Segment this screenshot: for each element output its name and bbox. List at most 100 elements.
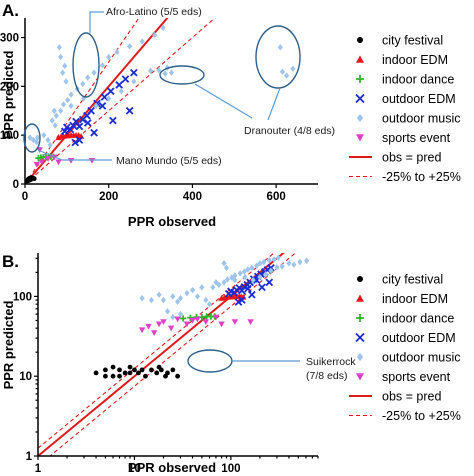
panel-b-outdoor-music-point (156, 291, 162, 298)
legend-item-indoor-dance: indoor dance (356, 73, 454, 87)
panel-a-outdoor-music-point (51, 107, 57, 114)
panel-b-city-festival-point (149, 367, 154, 373)
dranouter-ellipse-left (159, 65, 205, 85)
panel-b-sports-event-point (183, 321, 191, 328)
legend-item-indoor-dance: indoor dance (356, 312, 454, 326)
panel-b-y-label: PPR predicted (1, 301, 16, 390)
panel-b-city-festival-point (143, 373, 148, 379)
panel-b-city-festival-point (93, 370, 99, 376)
panel-b: B. 1 10 100 1 10 100 PPR observed PPR predict… (1, 252, 356, 475)
dranouter-arrow-left (194, 83, 253, 119)
panel-a-y-label: PPR predicted (1, 51, 16, 140)
panel-a-outdoor-edm-point (100, 93, 109, 101)
panel-b-city-festival-point (122, 370, 128, 376)
panel-a-outdoor-music-point (160, 24, 166, 31)
panel-b-outdoor-music-point (297, 258, 303, 266)
suikerrock-annotation-eds: (7/8 eds) (306, 370, 347, 382)
panel-a-outdoor-music-point (65, 96, 71, 104)
y-tick-label: 10 (19, 371, 32, 383)
panel-b-sports-event-point (194, 316, 201, 323)
panel-b-outdoor-music-point (203, 296, 209, 304)
panel-a-outdoor-music-point (127, 43, 133, 50)
panel-b-sports-event-point (155, 321, 163, 328)
panel-a-outdoor-music-point (60, 69, 66, 76)
panel-a-outdoor-music-point (91, 69, 97, 76)
legend-label: city festival (382, 34, 443, 48)
panel-b-outdoor-music-point (223, 264, 230, 272)
legend-label: outdoor music (382, 112, 461, 126)
panel-b-city-festival-point (175, 373, 180, 379)
panel-a-outdoor-edm-point (71, 138, 80, 147)
panel-a-outdoor-music-point (168, 69, 175, 76)
diamond-icon (356, 353, 364, 361)
panel-a-outdoor-music-point (60, 101, 67, 108)
panel-b-reference-lines (38, 253, 297, 456)
panel-b-city-festival-point (110, 373, 116, 379)
suikerrock-ellipse (187, 349, 233, 373)
y-tick-label: 300 (0, 33, 19, 45)
panel-a-outdoor-edm-point (87, 106, 95, 115)
panel-a-outdoor-edm-point (121, 75, 130, 83)
legend-label: -25% to +25% (382, 409, 461, 423)
panel-b-outdoor-music-point (232, 272, 238, 279)
circle-icon (357, 276, 363, 282)
afro-latino-annotation: Afro-Latino (5/5 eds) (106, 6, 202, 18)
mano-mundo-annotation: Mano Mundo (5/5 eds) (116, 155, 222, 167)
panel-b-city-festival-point (170, 367, 176, 373)
panel-a-outdoor-music-point (80, 80, 86, 88)
dranouter-arrow-right (267, 87, 281, 121)
legend-item-outdoor-music: outdoor music (356, 112, 461, 126)
dranouter-annotation: Dranouter (4/8 eds) (244, 125, 335, 137)
legend-item-city-festival: city festival (357, 273, 443, 287)
panel-b-outdoor-edm-point (244, 284, 252, 293)
panel-b-outdoor-music-point (245, 266, 251, 273)
panel-b-outdoor-music-point (275, 254, 281, 261)
panel-a-outdoor-music-point (49, 117, 55, 124)
panel-b-sports-event-point (189, 317, 196, 324)
panel-b-outdoor-edm-point (238, 286, 246, 295)
panel-b-city-festival-point (139, 367, 145, 373)
legend-item-outdoor-music: outdoor music (356, 351, 461, 365)
legend-item-indoor-edm: indoor EDM (356, 292, 448, 306)
diamond-icon (356, 114, 364, 122)
panel-b-city-festival-point (156, 364, 162, 370)
panel-a-outdoor-music-point (58, 107, 64, 114)
panel-a-outdoor-music-point (41, 131, 47, 139)
panel-b-outdoor-music-point (216, 281, 222, 288)
panel-b-outdoor-edm-point (258, 283, 266, 292)
triangle-up-icon (356, 55, 364, 63)
panel-a-outdoor-music-point (156, 67, 162, 74)
panel-a-outdoor-edm-point (106, 87, 115, 96)
legend-item-band: -25% to +25% (349, 409, 461, 423)
panel-b-city-festival-point (103, 373, 108, 379)
panel-b-outdoor-music-point (242, 273, 248, 281)
panel-a-outdoor-edm-point (75, 136, 84, 144)
y-tick-label: 100 (13, 291, 32, 303)
suikerrock-annotation: Suikerrock (306, 356, 356, 368)
panel-b-indoor-dance-point (179, 315, 187, 322)
panel-a-outdoor-music-point (118, 88, 124, 95)
panel-a: A. 0 200 400 600 0 100 200 300 PPR observed PPR… (0, 1, 335, 229)
panel-b-city-festival-point (127, 370, 133, 376)
panel-b-outdoor-music-point (177, 294, 184, 302)
panel-a-outdoor-edm-point (115, 81, 124, 89)
panel-a-upper-line (25, 18, 140, 184)
legend-label: indoor dance (382, 73, 454, 87)
panel-a-outdoor-music-point (148, 67, 154, 74)
mano-mundo-ellipse (23, 123, 41, 153)
panel-b-outdoor-music-point (177, 310, 184, 318)
legend-item-sports-event: sports event (356, 131, 451, 145)
panel-b-outdoor-music-point (249, 264, 255, 272)
panel-b-sports-event-point (160, 319, 167, 326)
panel-a-outdoor-music-point (62, 62, 68, 70)
panel-a-sports-event-point (33, 161, 40, 168)
y-tick-label: 0 (13, 179, 19, 191)
panel-a-outdoor-music-point (290, 65, 296, 72)
panel-b-outdoor-music-point (206, 300, 213, 308)
y-tick-label: 100 (0, 130, 19, 142)
x-tick-label: 200 (99, 191, 118, 203)
panel-b-outdoor-music-point (164, 308, 171, 315)
panel-a-outdoor-music-point (68, 91, 74, 98)
panel-a-outdoor-music-point (152, 31, 158, 39)
